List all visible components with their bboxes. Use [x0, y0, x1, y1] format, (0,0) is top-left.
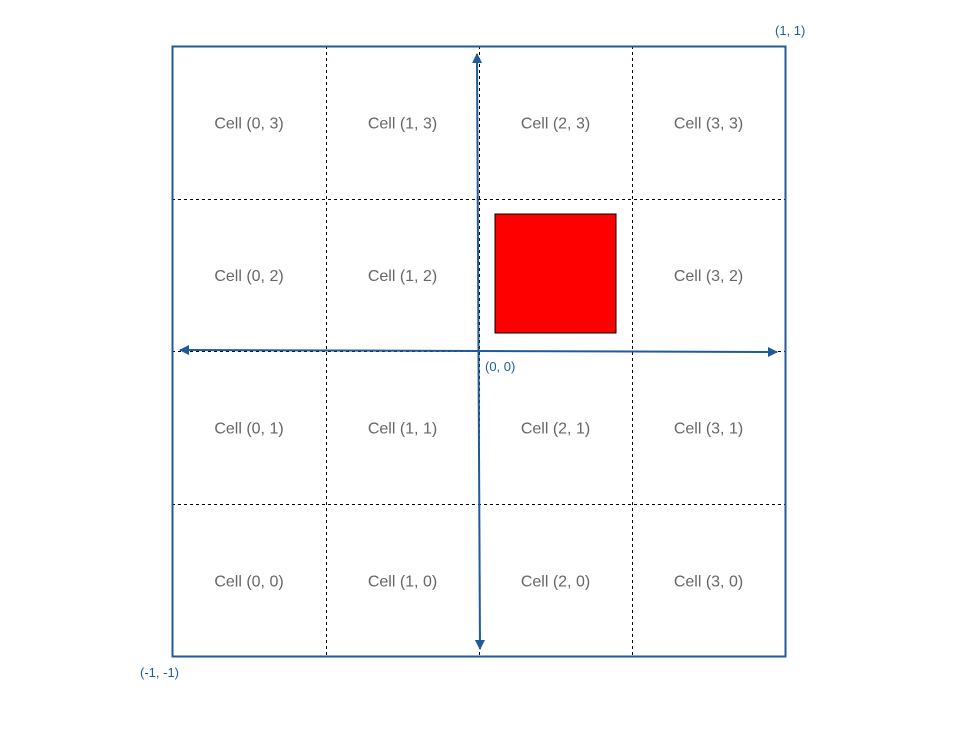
cell-label: Cell (0, 0) [214, 574, 283, 591]
cell-label: Cell (1, 0) [368, 574, 437, 591]
cell-label: Cell (1, 1) [368, 421, 437, 438]
cell-label: Cell (3, 3) [674, 116, 743, 133]
cell-labels: Cell (0, 3) Cell (1, 3) Cell (2, 3) Cell (3… [214, 116, 743, 591]
cell-label: Cell (2, 3) [521, 116, 590, 133]
outer-boundary [171, 45, 787, 658]
cell-label: Cell (0, 2) [214, 268, 283, 285]
cell-label: Cell (3, 1) [674, 421, 743, 438]
cell-label: Cell (3, 0) [674, 574, 743, 591]
cell-label: Cell (0, 3) [214, 116, 283, 133]
origin-coord-label: (0, 0) [485, 359, 515, 374]
cell-label: Cell (2, 0) [521, 574, 590, 591]
cell-label: Cell (1, 3) [368, 116, 437, 133]
cell-label: Cell (3, 2) [674, 268, 743, 285]
top-right-coord-label: (1, 1) [775, 23, 805, 38]
highlight-square [494, 213, 617, 334]
bottom-left-coord-label: (-1, -1) [140, 665, 179, 680]
cell-label: Cell (1, 2) [368, 268, 437, 285]
cell-label: Cell (0, 1) [214, 421, 283, 438]
y-axis-arrow [472, 53, 485, 650]
cell-label: Cell (2, 1) [521, 421, 590, 438]
